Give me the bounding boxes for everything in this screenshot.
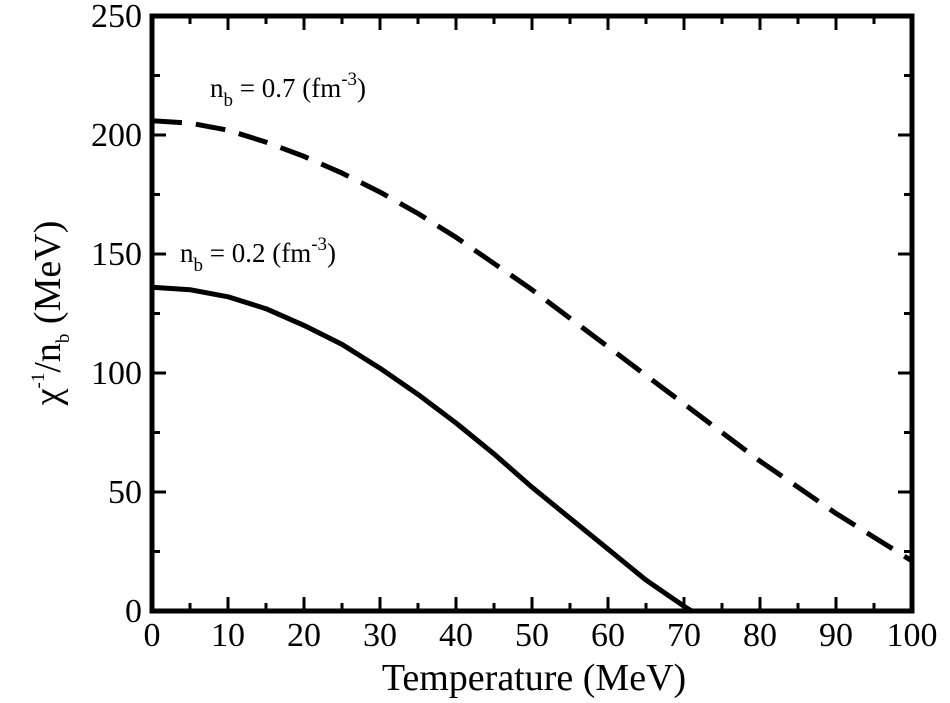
y-tick-label: 150	[91, 236, 142, 273]
x-tick-label: 50	[515, 617, 549, 654]
series-line-1	[151, 284, 700, 614]
x-tick-label: 10	[211, 617, 245, 654]
x-tick-label: 20	[287, 617, 321, 654]
plot-frame	[149, 13, 915, 614]
x-axis-title: Temperature (MeV)	[382, 657, 686, 699]
annotation-nb-0-7: nb = 0.7 (fm-3)	[210, 69, 366, 111]
tick-marks	[152, 16, 912, 611]
y-axis-title: χ-1/nb (MeV)	[27, 221, 74, 407]
y-tick-label: 200	[91, 117, 142, 154]
series-line-2	[151, 118, 914, 564]
y-tick-label: 100	[91, 355, 142, 392]
x-tick-label: 30	[363, 617, 397, 654]
x-tick-label: 70	[667, 617, 701, 654]
y-tick-label: 50	[108, 474, 142, 511]
plot-lines	[151, 118, 914, 614]
x-tick-label: 60	[591, 617, 625, 654]
annotation-nb-0-2: nb = 0.2 (fm-3)	[180, 234, 336, 276]
x-tick-label: 40	[439, 617, 473, 654]
y-tick-label: 250	[91, 0, 142, 35]
x-tick-label: 100	[887, 617, 938, 654]
x-tick-label: 80	[743, 617, 777, 654]
y-tick-label: 0	[125, 593, 142, 630]
x-tick-label: 90	[819, 617, 853, 654]
tick-labels: 0 10 20 30 40 50 60 70 80 90 100 0 50 100 150 200 250	[91, 0, 938, 654]
x-tick-label: 0	[144, 617, 161, 654]
